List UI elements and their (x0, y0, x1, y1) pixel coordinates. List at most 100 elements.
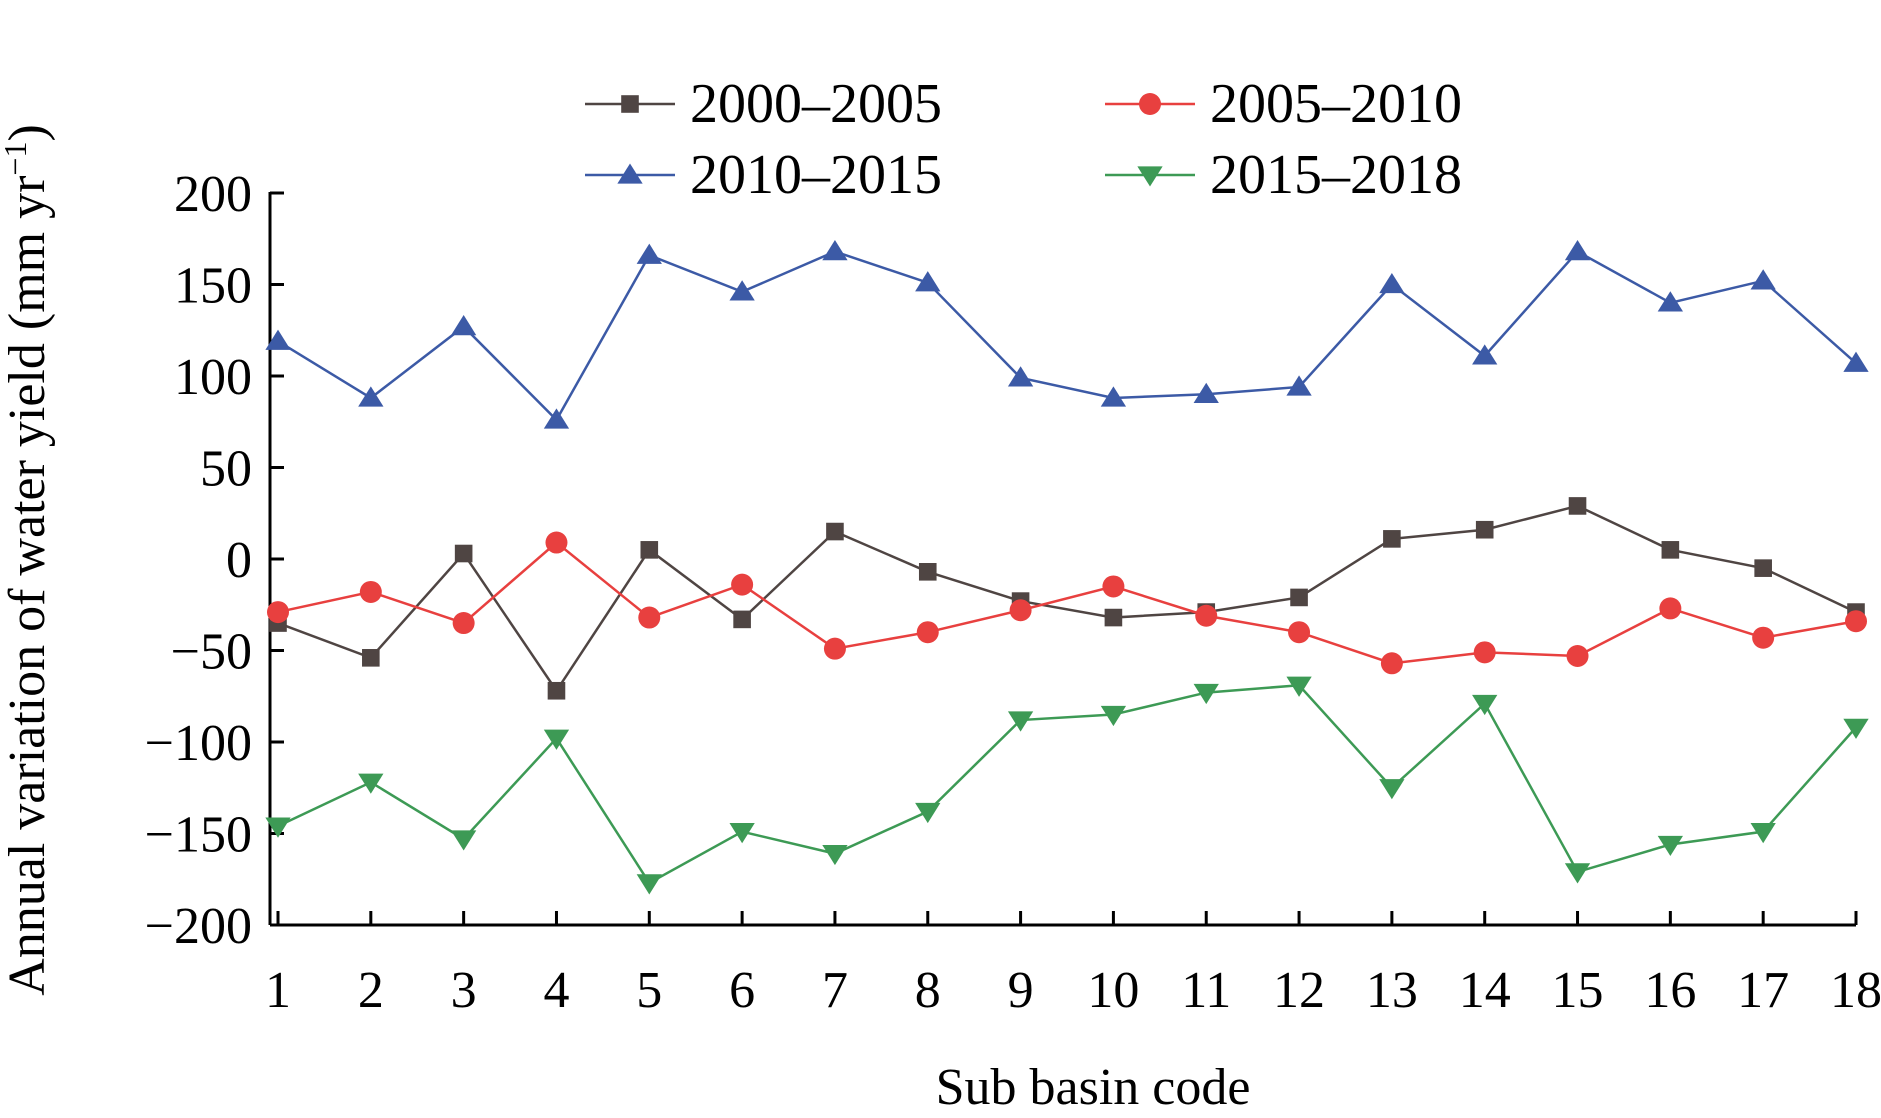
data-point (915, 271, 941, 292)
data-point (1193, 683, 1219, 705)
data-point (1009, 599, 1032, 622)
data-point (733, 610, 751, 629)
data-point (617, 163, 643, 184)
data-point (1139, 93, 1161, 115)
data-point (543, 729, 570, 750)
data-point (1657, 835, 1684, 857)
data-point (1193, 382, 1219, 403)
x-tick-label: 4 (543, 962, 569, 1019)
x-tick-label: 15 (1552, 962, 1604, 1019)
series-line (277, 683, 1857, 885)
data-point (1380, 652, 1403, 675)
x-tick-label: 2 (358, 962, 384, 1019)
data-point (729, 823, 755, 844)
data-point (547, 681, 566, 700)
data-point (731, 573, 754, 596)
data-point (1657, 291, 1684, 312)
y-tick-label: 50 (200, 441, 252, 498)
legend-entry: 2015–2018 (1105, 144, 1462, 206)
data-point (1473, 641, 1496, 664)
y-tick-label: −50 (171, 624, 252, 681)
data-point (1290, 588, 1308, 607)
data-point (1843, 718, 1869, 739)
data-point (450, 830, 477, 851)
data-point (1566, 644, 1589, 667)
x-tick-label: 5 (636, 962, 662, 1019)
data-point (823, 637, 846, 660)
data-point (638, 606, 661, 629)
data-point (822, 240, 848, 261)
data-point (1843, 351, 1869, 372)
y-axis-label: Annual variation of water yield (mm yr−1… (0, 124, 56, 996)
data-point (1752, 626, 1775, 649)
data-point (1383, 530, 1401, 548)
data-point (621, 95, 639, 113)
x-tick-label: 6 (729, 962, 755, 1019)
data-point (267, 601, 289, 624)
data-point (1564, 863, 1591, 884)
data-point (1661, 541, 1680, 559)
legend-entry: 2000–2005 (585, 73, 942, 135)
data-point (1195, 604, 1218, 627)
data-point (1568, 497, 1587, 515)
data-point (1379, 272, 1405, 294)
series-line (277, 540, 1857, 665)
data-point (1754, 559, 1772, 577)
x-tick-label: 9 (1008, 962, 1034, 1019)
data-point (1845, 610, 1867, 633)
data-point (640, 541, 659, 559)
data-point (915, 802, 941, 824)
x-tick-label: 16 (1644, 962, 1696, 1019)
data-point (265, 817, 291, 838)
x-tick-label: 1 (265, 962, 291, 1019)
series-2015-2018 (265, 676, 1869, 895)
x-axis-label: Sub basin code (936, 1059, 1251, 1113)
x-tick-label: 14 (1459, 962, 1511, 1019)
data-point (358, 386, 384, 407)
x-tick-label: 10 (1087, 962, 1139, 1019)
legend-entry: 2005–2010 (1105, 73, 1462, 135)
series-2010-2015 (265, 240, 1869, 429)
legend-label: 2000–2005 (690, 73, 942, 135)
series-layer (265, 240, 1869, 895)
y-tick-label: −200 (145, 898, 252, 955)
data-point (1288, 621, 1311, 644)
data-point (1100, 386, 1127, 407)
x-tick-label: 17 (1737, 962, 1789, 1019)
series-line (277, 249, 1857, 422)
data-point (1137, 166, 1163, 187)
data-point (822, 844, 848, 866)
y-tick-label: 150 (174, 258, 252, 315)
x-tick-label: 13 (1366, 962, 1418, 1019)
data-point (545, 531, 568, 554)
legend-label: 2005–2010 (1210, 73, 1462, 135)
series-2005-2010 (267, 531, 1867, 675)
data-point (1007, 711, 1034, 732)
x-tick-label: 8 (915, 962, 941, 1019)
y-tick-label: −150 (145, 807, 252, 864)
data-point (1104, 608, 1123, 627)
data-point (1379, 779, 1405, 800)
data-point (358, 773, 384, 794)
legend-entry: 2010–2015 (585, 144, 942, 206)
y-tick-label: 200 (174, 166, 252, 223)
data-point (1659, 597, 1682, 620)
data-point (1286, 676, 1312, 697)
data-point (1286, 375, 1312, 396)
y-tick-label: 100 (174, 349, 252, 406)
data-point (1472, 694, 1498, 716)
data-point (1100, 705, 1127, 727)
data-point (265, 329, 291, 350)
legend-label: 2010–2015 (690, 144, 942, 206)
data-point (450, 315, 477, 336)
x-tick-label: 3 (451, 962, 477, 1019)
data-point (452, 612, 475, 635)
data-point (1750, 823, 1776, 844)
x-tick-label: 12 (1273, 962, 1325, 1019)
data-point (1472, 344, 1498, 365)
data-point (916, 621, 939, 644)
y-tick-label: −100 (145, 715, 252, 772)
